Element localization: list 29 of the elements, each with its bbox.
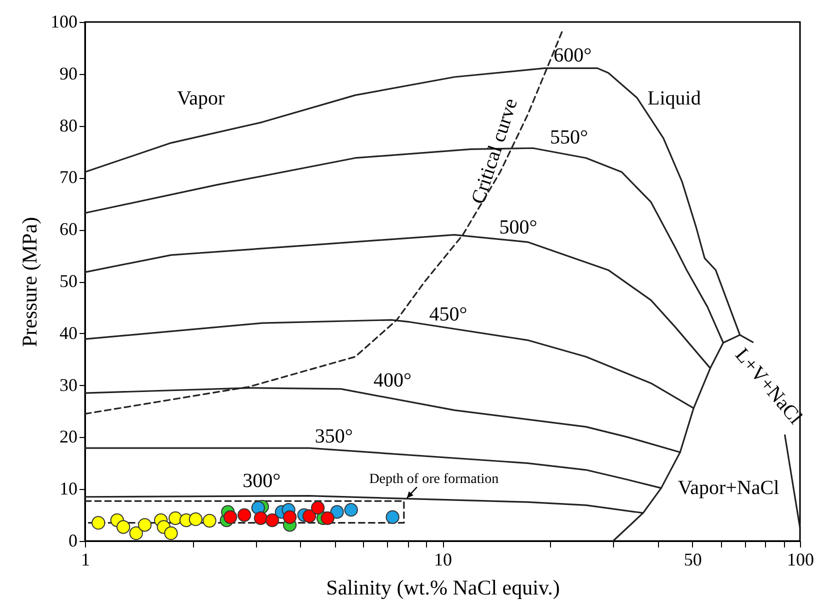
y-tick-label: 90 xyxy=(60,63,78,84)
y-tick-label: 20 xyxy=(60,426,78,447)
y-tick-label: 100 xyxy=(50,12,78,32)
x-tick-label: 100 xyxy=(787,550,814,570)
annotation: 550° xyxy=(550,126,588,149)
x-tick-label: 10 xyxy=(434,550,452,570)
y-tick-label: 30 xyxy=(60,374,78,395)
y-tick-label: 70 xyxy=(60,167,78,188)
x-tick-label: 50 xyxy=(684,550,702,570)
y-tick-label: 50 xyxy=(60,271,78,291)
y-tick-label: 40 xyxy=(60,322,78,343)
annotation: 300° xyxy=(242,470,281,492)
annotation: 500° xyxy=(499,216,538,239)
y-tick-label: 60 xyxy=(60,219,78,240)
y-axis-title: Pressure (MPa) xyxy=(18,216,42,348)
annotation: Liquid xyxy=(647,87,701,110)
annotation: 400° xyxy=(373,370,412,392)
annotation: Depth of ore formation xyxy=(369,472,499,488)
x-tick-label: 1 xyxy=(81,550,90,570)
y-tick-label: 10 xyxy=(60,478,78,499)
annotation: Vapor+NaCl xyxy=(678,477,780,500)
y-tick-label: 0 xyxy=(68,530,78,550)
annotation: Critical curve xyxy=(467,96,522,207)
annotation: Vapor xyxy=(176,87,226,110)
annotation: 600° xyxy=(554,44,592,67)
y-tick-label: 80 xyxy=(60,115,78,136)
annotation: 350° xyxy=(314,426,353,448)
x-axis-title: Salinity (wt.% NaCl equiv.) xyxy=(326,576,560,600)
annotation: 450° xyxy=(429,304,468,326)
